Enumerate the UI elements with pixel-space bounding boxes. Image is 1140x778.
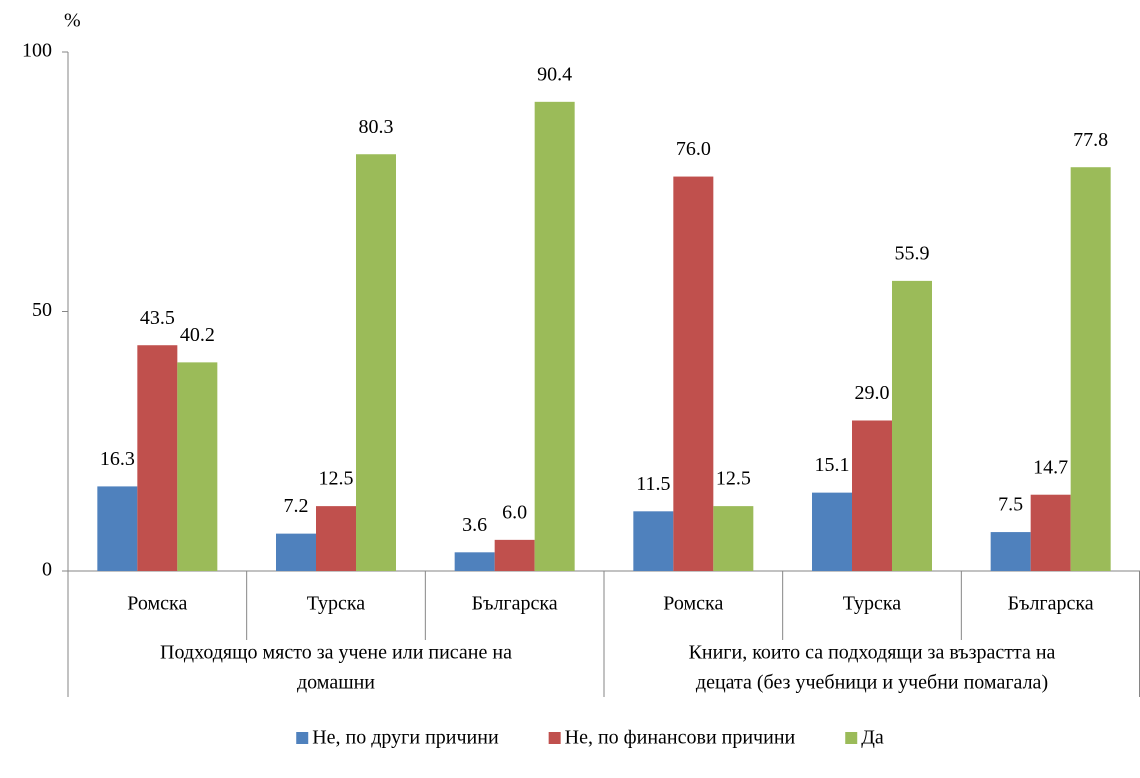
bar xyxy=(356,154,396,572)
value-label: 12.5 xyxy=(716,468,751,490)
bar xyxy=(494,539,535,571)
x-tick-label: Българска xyxy=(1008,593,1094,615)
y-tick-label: 0 xyxy=(42,559,52,581)
x-tick-label: Ромска xyxy=(663,593,723,615)
legend-swatch xyxy=(296,732,309,744)
y-unit: % xyxy=(64,10,81,32)
x-tick-label: Ромска xyxy=(127,593,187,615)
value-label: 40.2 xyxy=(180,324,215,346)
bar xyxy=(97,486,138,571)
value-label: 6.0 xyxy=(502,501,527,523)
value-label: 29.0 xyxy=(855,382,890,404)
group-label: домашни xyxy=(297,672,375,694)
group-label: Книги, които са подходящи за възрастта н… xyxy=(689,642,1056,664)
bar xyxy=(1070,167,1111,571)
bar xyxy=(316,506,356,571)
legend-item: Да xyxy=(845,727,884,749)
value-label: 43.5 xyxy=(140,307,175,329)
legend-label: Не, по финансови причини xyxy=(565,727,796,749)
legend-swatch xyxy=(845,732,858,744)
x-tick-label: Турска xyxy=(843,593,902,615)
group-label: децата (без учебници и учебни помагала) xyxy=(696,672,1048,694)
value-label: 16.3 xyxy=(100,448,135,470)
bar xyxy=(852,420,892,571)
value-label: 14.7 xyxy=(1033,456,1068,478)
legend-label: Да xyxy=(861,727,884,749)
value-label: 90.4 xyxy=(537,63,572,85)
value-label: 3.6 xyxy=(462,514,487,536)
bar xyxy=(673,176,714,571)
bar xyxy=(177,362,218,571)
bar xyxy=(454,552,495,571)
y-tick-label: 50 xyxy=(32,299,52,321)
legend-item: Не, по финансови причини xyxy=(548,727,796,749)
value-label: 80.3 xyxy=(359,116,394,138)
bar xyxy=(892,280,932,571)
bar xyxy=(1030,494,1071,571)
value-label: 11.5 xyxy=(636,473,670,495)
y-tick-label: 100 xyxy=(22,40,52,62)
value-label: 7.5 xyxy=(998,494,1023,516)
bar xyxy=(633,511,674,571)
group-label: Подходящо място за учене или писане на xyxy=(160,642,512,664)
bar xyxy=(812,492,852,571)
bar xyxy=(990,532,1031,571)
value-label: 12.5 xyxy=(319,468,354,490)
legend-item: Не, по други причини xyxy=(296,727,499,749)
bar xyxy=(276,533,316,571)
value-label: 55.9 xyxy=(895,242,930,264)
value-label: 7.2 xyxy=(284,495,309,517)
value-label: 15.1 xyxy=(815,454,850,476)
value-label: 76.0 xyxy=(676,138,711,160)
legend-label: Не, по други причини xyxy=(312,727,499,749)
bar xyxy=(713,506,754,571)
x-tick-label: Турска xyxy=(307,593,366,615)
bar xyxy=(137,345,178,571)
legend-swatch xyxy=(548,732,561,744)
value-label: 77.8 xyxy=(1073,129,1108,151)
bar xyxy=(534,101,575,571)
x-tick-label: Българска xyxy=(472,593,558,615)
